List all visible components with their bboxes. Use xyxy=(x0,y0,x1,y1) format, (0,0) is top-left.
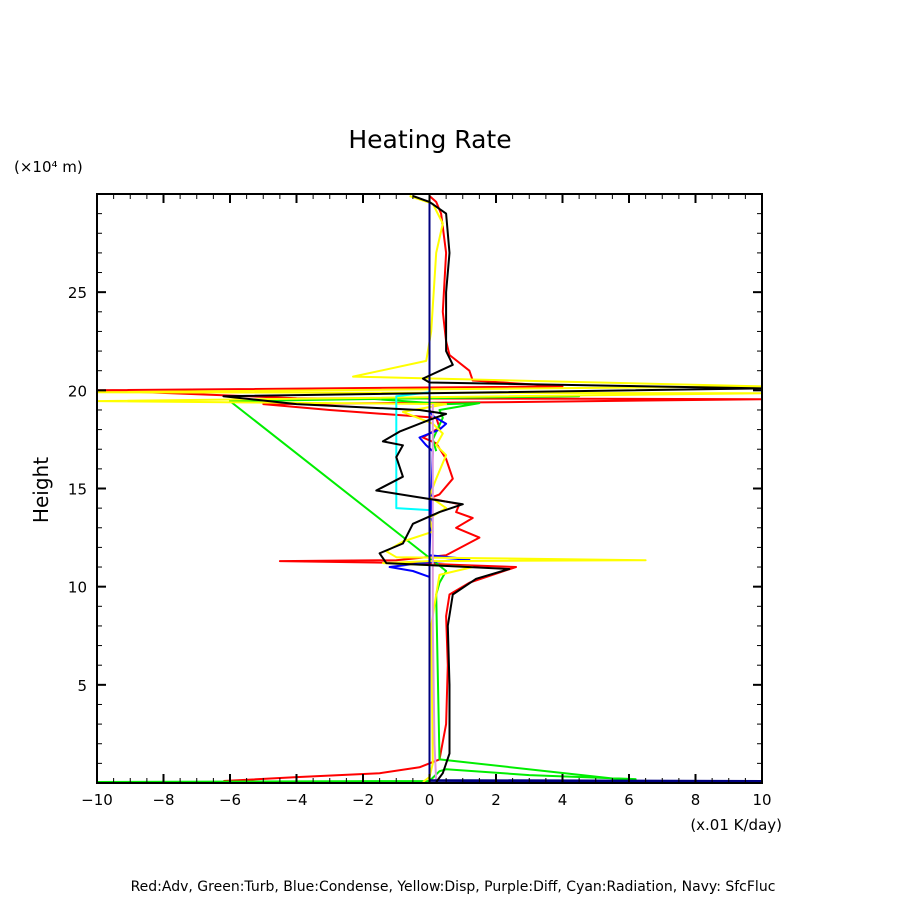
series-line-sfcfluc xyxy=(428,196,762,783)
x-tick-label: 6 xyxy=(624,791,634,809)
series-line-diff xyxy=(431,404,438,783)
x-tick-label: 2 xyxy=(491,791,501,809)
series-line-disp xyxy=(97,195,762,783)
x-tick-label: −6 xyxy=(219,791,241,809)
x-tick-label: −4 xyxy=(285,791,307,809)
x-tick-label: 10 xyxy=(752,791,771,809)
axes-layer: −10 −8 −6 −4 −2 0 2 4 6 8 10 5 10 15 20 25 xyxy=(68,193,772,809)
y-tick-label: 20 xyxy=(68,382,87,400)
series-layer xyxy=(97,195,762,783)
y-tick-label: 15 xyxy=(68,481,87,499)
y-tick-label: 5 xyxy=(77,677,87,695)
x-tick-label: 0 xyxy=(425,791,435,809)
series-line-turb xyxy=(97,395,637,783)
x-tick-label: 4 xyxy=(558,791,568,809)
y-tick-label: 25 xyxy=(68,284,87,302)
series-line-adv xyxy=(97,195,762,782)
x-tick-label: −10 xyxy=(81,791,113,809)
chart-title: Heating Rate xyxy=(348,125,511,154)
x-tick-label: −8 xyxy=(152,791,174,809)
y-axis-label: Height xyxy=(29,457,53,523)
x-tick-label: −2 xyxy=(352,791,374,809)
y-tick-label: 10 xyxy=(68,579,87,597)
y-unit-label: (×10⁴ m) xyxy=(14,158,83,176)
x-axis-label: (x.01 K/day) xyxy=(690,816,782,834)
legend-caption: Red:Adv, Green:Turb, Blue:Condense, Yell… xyxy=(131,879,776,895)
series-line-total xyxy=(222,195,762,783)
x-tick-label: 8 xyxy=(691,791,701,809)
